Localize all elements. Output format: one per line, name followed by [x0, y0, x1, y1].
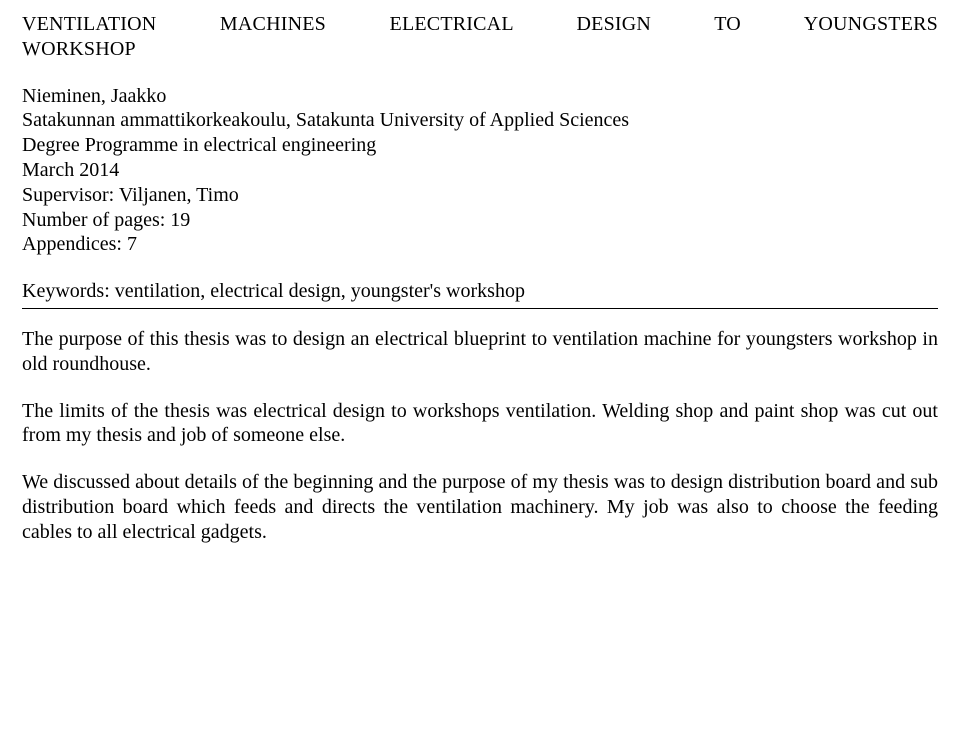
title-line-2: WORKSHOP [22, 37, 938, 62]
abstract-paragraph-1: The purpose of this thesis was to design… [22, 327, 938, 377]
keywords: Keywords: ventilation, electrical design… [22, 279, 938, 304]
document-title: VENTILATION MACHINES ELECTRICAL DESIGN T… [22, 12, 938, 62]
date: March 2014 [22, 158, 938, 183]
abstract-paragraph-3: We discussed about details of the beginn… [22, 470, 938, 544]
horizontal-rule [22, 308, 938, 309]
institution: Satakunnan ammattikorkeakoulu, Satakunta… [22, 108, 938, 133]
title-line-1: VENTILATION MACHINES ELECTRICAL DESIGN T… [22, 12, 938, 37]
abstract-paragraph-2: The limits of the thesis was electrical … [22, 399, 938, 449]
supervisor: Supervisor: Viljanen, Timo [22, 183, 938, 208]
author-name: Nieminen, Jaakko [22, 84, 938, 109]
degree-programme: Degree Programme in electrical engineeri… [22, 133, 938, 158]
pages-count: Number of pages: 19 [22, 208, 938, 233]
metadata-block: Nieminen, Jaakko Satakunnan ammattikorke… [22, 84, 938, 258]
document-page: VENTILATION MACHINES ELECTRICAL DESIGN T… [0, 0, 960, 545]
keywords-block: Keywords: ventilation, electrical design… [22, 279, 938, 309]
appendices-count: Appendices: 7 [22, 232, 938, 257]
